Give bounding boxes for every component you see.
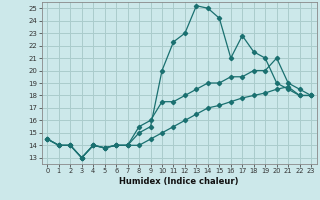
- X-axis label: Humidex (Indice chaleur): Humidex (Indice chaleur): [119, 177, 239, 186]
